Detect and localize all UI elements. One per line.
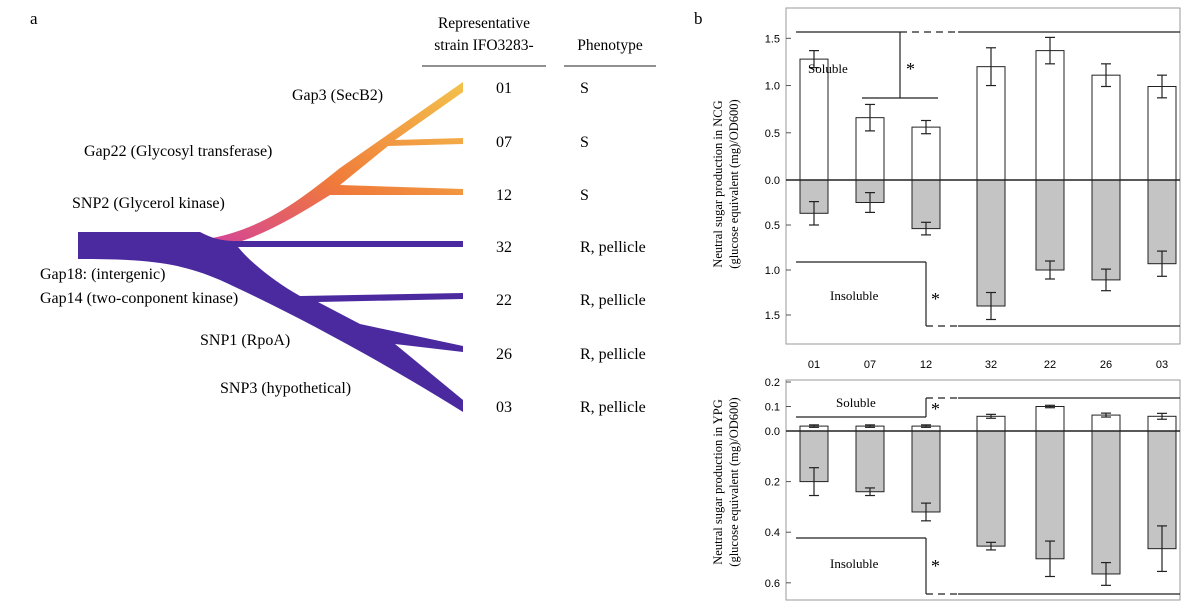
soluble-label: Soluble [836,395,876,410]
y-tick-label: 1.0 [765,265,780,277]
significance-star: * [931,399,940,419]
panel-b: b Neutral sugar production in NCG (gluco… [694,7,1181,601]
x-tick-label: 26 [1100,359,1112,371]
strain-phenotype: R, pellicle [580,292,646,309]
bar-insoluble [1091,179,1121,281]
panel-a: a Representative strain IFO3283- Phenoty… [30,9,656,416]
insoluble-label: Insoluble [830,556,879,571]
x-tick-label: 01 [808,359,820,371]
y-tick-label: 0.0 [765,175,780,187]
y-tick-label: 0.6 [765,578,780,590]
bar-insoluble [1147,179,1177,265]
y-axis-label: (glucose equivalent (mg)/OD600) [727,397,741,566]
chart-marks: 1.5 1.0 0.5 0.0 0.5 1.0 1.5 01 07 12 32 22 26 03 [765,7,1181,371]
y-tick-label: 0.1 [765,402,780,414]
strain-phenotype: S [580,134,589,151]
plot-frame [785,7,1181,345]
branch-resistant-trunk [78,232,463,412]
panel-a-letter: a [30,9,38,28]
bar-insoluble [911,179,941,230]
bar-insoluble [1035,430,1065,560]
bar-soluble [911,126,941,181]
strain-id: 26 [496,346,512,363]
y-tick-label: 1.5 [765,33,780,45]
mutation-label: Gap3 (SecB2) [292,87,383,104]
mutation-label: SNP1 (RpoA) [200,332,290,349]
strain-id: 01 [496,80,512,97]
bar-insoluble [855,430,885,493]
strain-id: 12 [496,187,512,204]
strain-rows: 01 S 07 S 12 S 32 R, pellicle 22 R, pell… [496,80,646,416]
panel-b-letter: b [694,9,703,28]
y-tick-label: 0.4 [765,527,780,539]
header-strain: strain IFO3283- [434,37,533,54]
y-axis-label: Neutral sugar production in NCG [711,100,725,267]
bar-soluble [1035,50,1065,181]
chart-ncg: Neutral sugar production in NCG (glucose… [711,7,1181,371]
y-tick-label: 0.5 [765,128,780,140]
bar-soluble [1147,86,1177,181]
header-phenotype: Phenotype [577,37,643,54]
y-tick-label: 0.2 [765,377,780,389]
bar-soluble [1035,406,1065,432]
significance-annotations: Soluble * Insoluble * [796,395,1180,595]
x-tick-label: 12 [920,359,932,371]
y-tick-label: 0.0 [765,426,780,438]
bar-soluble [799,58,829,181]
mutation-label: Gap18: (intergenic) [40,266,165,283]
bar-insoluble [911,430,941,513]
y-tick-label: 0.5 [765,220,780,232]
y-tick-label: 1.0 [765,81,780,93]
strain-phenotype: R, pellicle [580,239,646,256]
strain-phenotype: R, pellicle [580,346,646,363]
strain-id: 03 [496,399,512,416]
strain-id: 32 [496,239,512,256]
strain-id: 07 [496,134,512,151]
x-tick-label: 32 [985,359,997,371]
bar-insoluble [976,430,1006,547]
strain-phenotype: S [580,80,589,97]
insoluble-label: Insoluble [830,288,879,303]
strain-id: 22 [496,292,512,309]
strain-phenotype: R, pellicle [580,399,646,416]
bar-insoluble [1091,430,1121,575]
x-tick-label: 22 [1044,359,1056,371]
y-axis-label: Neutral sugar production in YPG [711,399,725,564]
chart-marks: 0.2 0.1 0.0 0.2 0.4 0.6 [765,377,1181,601]
y-tick-label: 0.2 [765,477,780,489]
x-tick-label: 03 [1156,359,1168,371]
bar-insoluble [976,179,1006,307]
strain-phenotype: S [580,187,589,204]
header-representative: Representative [438,15,530,32]
phylogeny-tree [78,82,463,412]
significance-star: * [931,556,940,576]
mutation-label: Gap22 (Glycosyl transferase) [84,143,272,160]
bar-soluble [1091,74,1121,181]
significance-star: * [906,59,915,79]
mutation-label: SNP3 (hypothetical) [220,380,351,397]
y-tick-label: 1.5 [765,310,780,322]
mutation-label: SNP2 (Glycerol kinase) [72,195,225,212]
significance-star: * [931,289,940,309]
branch-sensitive-trunk [200,82,463,248]
plot-frame [785,379,1181,601]
chart-ypg: Neutral sugar production in YPG (glucose… [711,377,1181,601]
x-tick-label: 07 [864,359,876,371]
bar-insoluble [1035,179,1065,271]
soluble-label: Soluble [808,61,848,76]
mutation-label: Gap14 (two-conponent kinase) [40,290,238,307]
significance-annotations: Soluble * Insoluble * [796,31,1180,327]
y-axis-label: (glucose equivalent (mg)/OD600) [727,99,741,268]
